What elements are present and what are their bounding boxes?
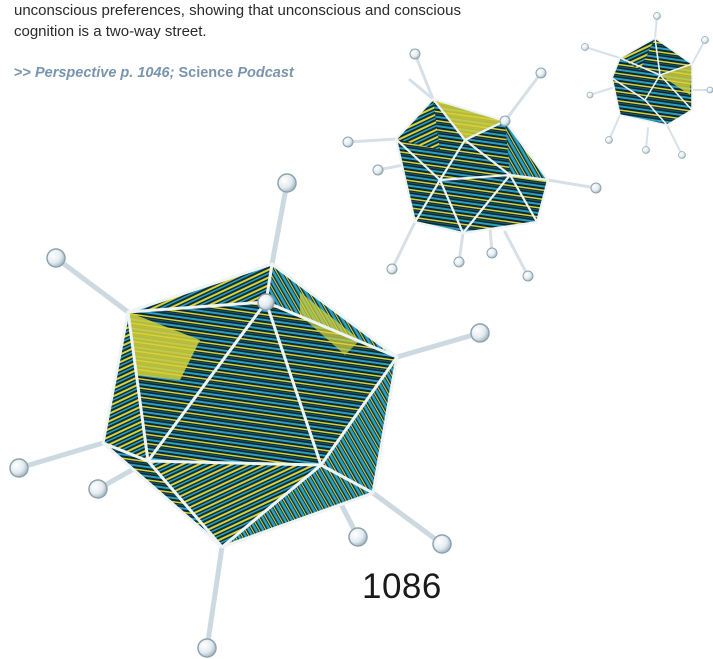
- page-number: 1086: [362, 567, 442, 606]
- cross-ref-prefix: >>: [14, 65, 35, 81]
- podcast-link[interactable]: Podcast: [237, 65, 294, 81]
- atom-balls: [581, 12, 713, 159]
- cage-face: [148, 461, 321, 547]
- cage-face: [103, 312, 148, 461]
- cross-reference: >> Perspective p. 1046; Science Podcast: [14, 64, 294, 82]
- cage-face: [433, 99, 505, 140]
- intro-line: unconscious preferences, showing that un…: [14, 2, 461, 19]
- cage-face: [396, 99, 440, 150]
- journal-name[interactable]: Science: [178, 65, 234, 81]
- cage-face: [300, 292, 360, 355]
- intro-line: cognition is a two-way street.: [14, 23, 207, 40]
- large-molecule: [9, 173, 490, 658]
- intro-paragraph: unconscious preferences, showing that un…: [14, 0, 484, 42]
- atom-balls: [9, 173, 490, 658]
- cage-face: [660, 64, 692, 95]
- small-molecule: [581, 12, 713, 159]
- cage-face: [128, 312, 200, 380]
- cage-face: [222, 465, 373, 547]
- medium-molecule: [342, 48, 602, 282]
- perspective-link[interactable]: Perspective p. 1046;: [34, 65, 175, 81]
- atom-balls: [342, 48, 602, 282]
